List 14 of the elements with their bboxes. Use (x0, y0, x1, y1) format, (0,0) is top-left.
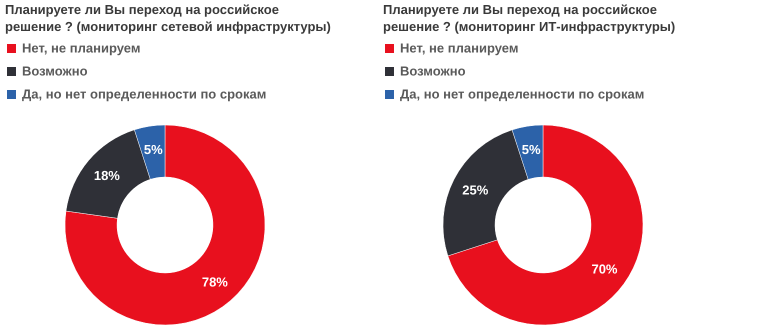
legend-label: Да, но нет определенности по срокам (22, 86, 266, 102)
legend-label: Нет, не планируем (22, 40, 140, 56)
legend-label: Да, но нет определенности по срокам (400, 86, 644, 102)
chart-title: Планируете ли Вы переход на российское решение ? (мониторинг сетевой инфраструктуры) (5, 2, 331, 34)
data-label: 78% (202, 274, 228, 290)
legend-label: Нет, не планируем (400, 40, 518, 56)
data-label: 5% (144, 142, 164, 157)
data-label: 70% (591, 262, 618, 277)
legend-label: Возможно (22, 64, 88, 78)
data-label: 5% (522, 142, 541, 157)
data-label: 25% (462, 182, 489, 198)
legend-label: Возможно (400, 64, 466, 78)
data-label: 18% (94, 168, 120, 184)
chart-title: Планируете ли Вы переход на российское решение ? (мониторинг ИТ-инфраструктуры) (383, 2, 676, 34)
